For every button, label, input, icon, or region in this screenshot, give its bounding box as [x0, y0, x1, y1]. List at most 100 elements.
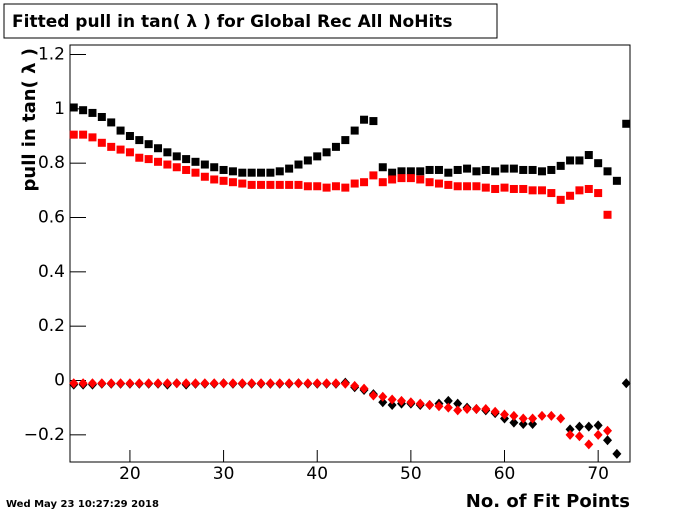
diamond-point: [462, 404, 472, 415]
square-point: [88, 133, 97, 142]
diamond-point: [237, 378, 247, 389]
diamond-point: [528, 413, 538, 424]
diamond-point: [200, 378, 210, 389]
diamond-point: [397, 395, 407, 406]
diamond-point: [284, 378, 294, 389]
diamond-point: [78, 378, 88, 389]
square-point: [463, 182, 472, 191]
square-point: [575, 186, 584, 195]
square-point: [491, 184, 500, 193]
square-point: [247, 168, 256, 177]
diamond-point: [106, 378, 116, 389]
diamond-point: [509, 417, 519, 428]
diamond-point: [172, 378, 182, 389]
diamond-point: [574, 421, 584, 432]
diamond-point: [228, 378, 238, 389]
square-point: [397, 167, 406, 176]
square-point: [584, 151, 593, 160]
square-point: [406, 167, 415, 176]
square-point: [69, 130, 78, 139]
square-point: [257, 168, 266, 177]
diamond-point: [181, 378, 191, 389]
square-point: [519, 184, 528, 193]
square-point: [97, 112, 106, 121]
square-point: [182, 165, 191, 174]
square-point: [322, 183, 331, 192]
diamond-point: [528, 418, 538, 429]
diamond-point: [453, 398, 463, 409]
square-point: [622, 119, 631, 128]
square-point: [556, 195, 565, 204]
diamond-point: [593, 429, 603, 440]
square-point: [537, 167, 546, 176]
diamond-point: [312, 378, 322, 389]
square-point: [228, 167, 237, 176]
diamond-point: [425, 399, 435, 410]
square-point: [172, 163, 181, 172]
square-point: [434, 165, 443, 174]
square-point: [360, 115, 369, 124]
diamond-point: [434, 401, 444, 412]
diamond-point: [350, 380, 360, 391]
square-point: [378, 163, 387, 172]
square-point: [369, 171, 378, 180]
square-point: [285, 180, 294, 189]
timestamp: Wed May 23 10:27:29 2018: [6, 499, 159, 510]
square-point: [210, 175, 219, 184]
diamond-point: [612, 448, 622, 459]
square-point: [481, 183, 490, 192]
square-point: [303, 156, 312, 165]
y-tick-label: 1: [54, 99, 65, 119]
square-point: [107, 118, 116, 127]
diamond-point: [219, 378, 229, 389]
diamond-point: [322, 378, 332, 389]
diamond-point: [518, 418, 528, 429]
diamond-point: [490, 406, 500, 417]
diamond-point: [500, 409, 510, 420]
diamond-point: [69, 378, 79, 389]
square-point: [135, 153, 144, 162]
square-point: [116, 145, 125, 154]
diamond-point: [153, 378, 163, 389]
diamond-point: [453, 405, 463, 416]
square-point: [154, 157, 163, 166]
diamond-point: [359, 383, 369, 394]
square-point: [313, 152, 322, 161]
square-point: [472, 167, 481, 176]
diamond-point: [574, 431, 584, 442]
square-point: [266, 168, 275, 177]
diamond-point: [603, 435, 613, 446]
square-point: [275, 180, 284, 189]
diamond-point: [406, 397, 416, 408]
square-point: [322, 148, 331, 157]
square-point: [350, 126, 359, 135]
diamond-point: [125, 378, 135, 389]
title-box: [3, 3, 498, 39]
square-point: [360, 178, 369, 187]
square-point: [491, 167, 500, 176]
square-point: [285, 164, 294, 173]
diamond-point: [378, 391, 388, 402]
square-point: [528, 165, 537, 174]
square-point: [219, 176, 228, 185]
square-point: [257, 180, 266, 189]
diamond-point: [565, 424, 575, 435]
x-tick-label: 60: [494, 464, 516, 484]
chart-title: Fitted pull in tan( λ ) for Global Rec A…: [12, 12, 453, 32]
y-axis-label: pull in tan( λ ): [19, 48, 40, 192]
y-tick-label: 0.8: [38, 153, 65, 173]
square-point: [584, 184, 593, 193]
square-point: [135, 136, 144, 145]
square-point: [182, 155, 191, 164]
square-point: [331, 182, 340, 191]
square-point: [537, 186, 546, 195]
square-point: [463, 164, 472, 173]
square-point: [116, 126, 125, 135]
y-tick-label: 0: [54, 371, 65, 391]
square-point: [500, 183, 509, 192]
diamond-point: [162, 378, 172, 389]
square-point: [509, 184, 518, 193]
square-point: [603, 210, 612, 219]
square-point: [378, 178, 387, 187]
square-point: [350, 179, 359, 188]
